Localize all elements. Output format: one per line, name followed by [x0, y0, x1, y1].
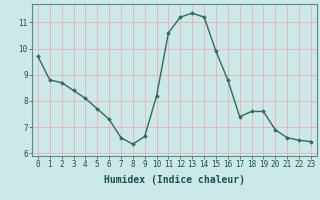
X-axis label: Humidex (Indice chaleur): Humidex (Indice chaleur)	[104, 175, 245, 185]
